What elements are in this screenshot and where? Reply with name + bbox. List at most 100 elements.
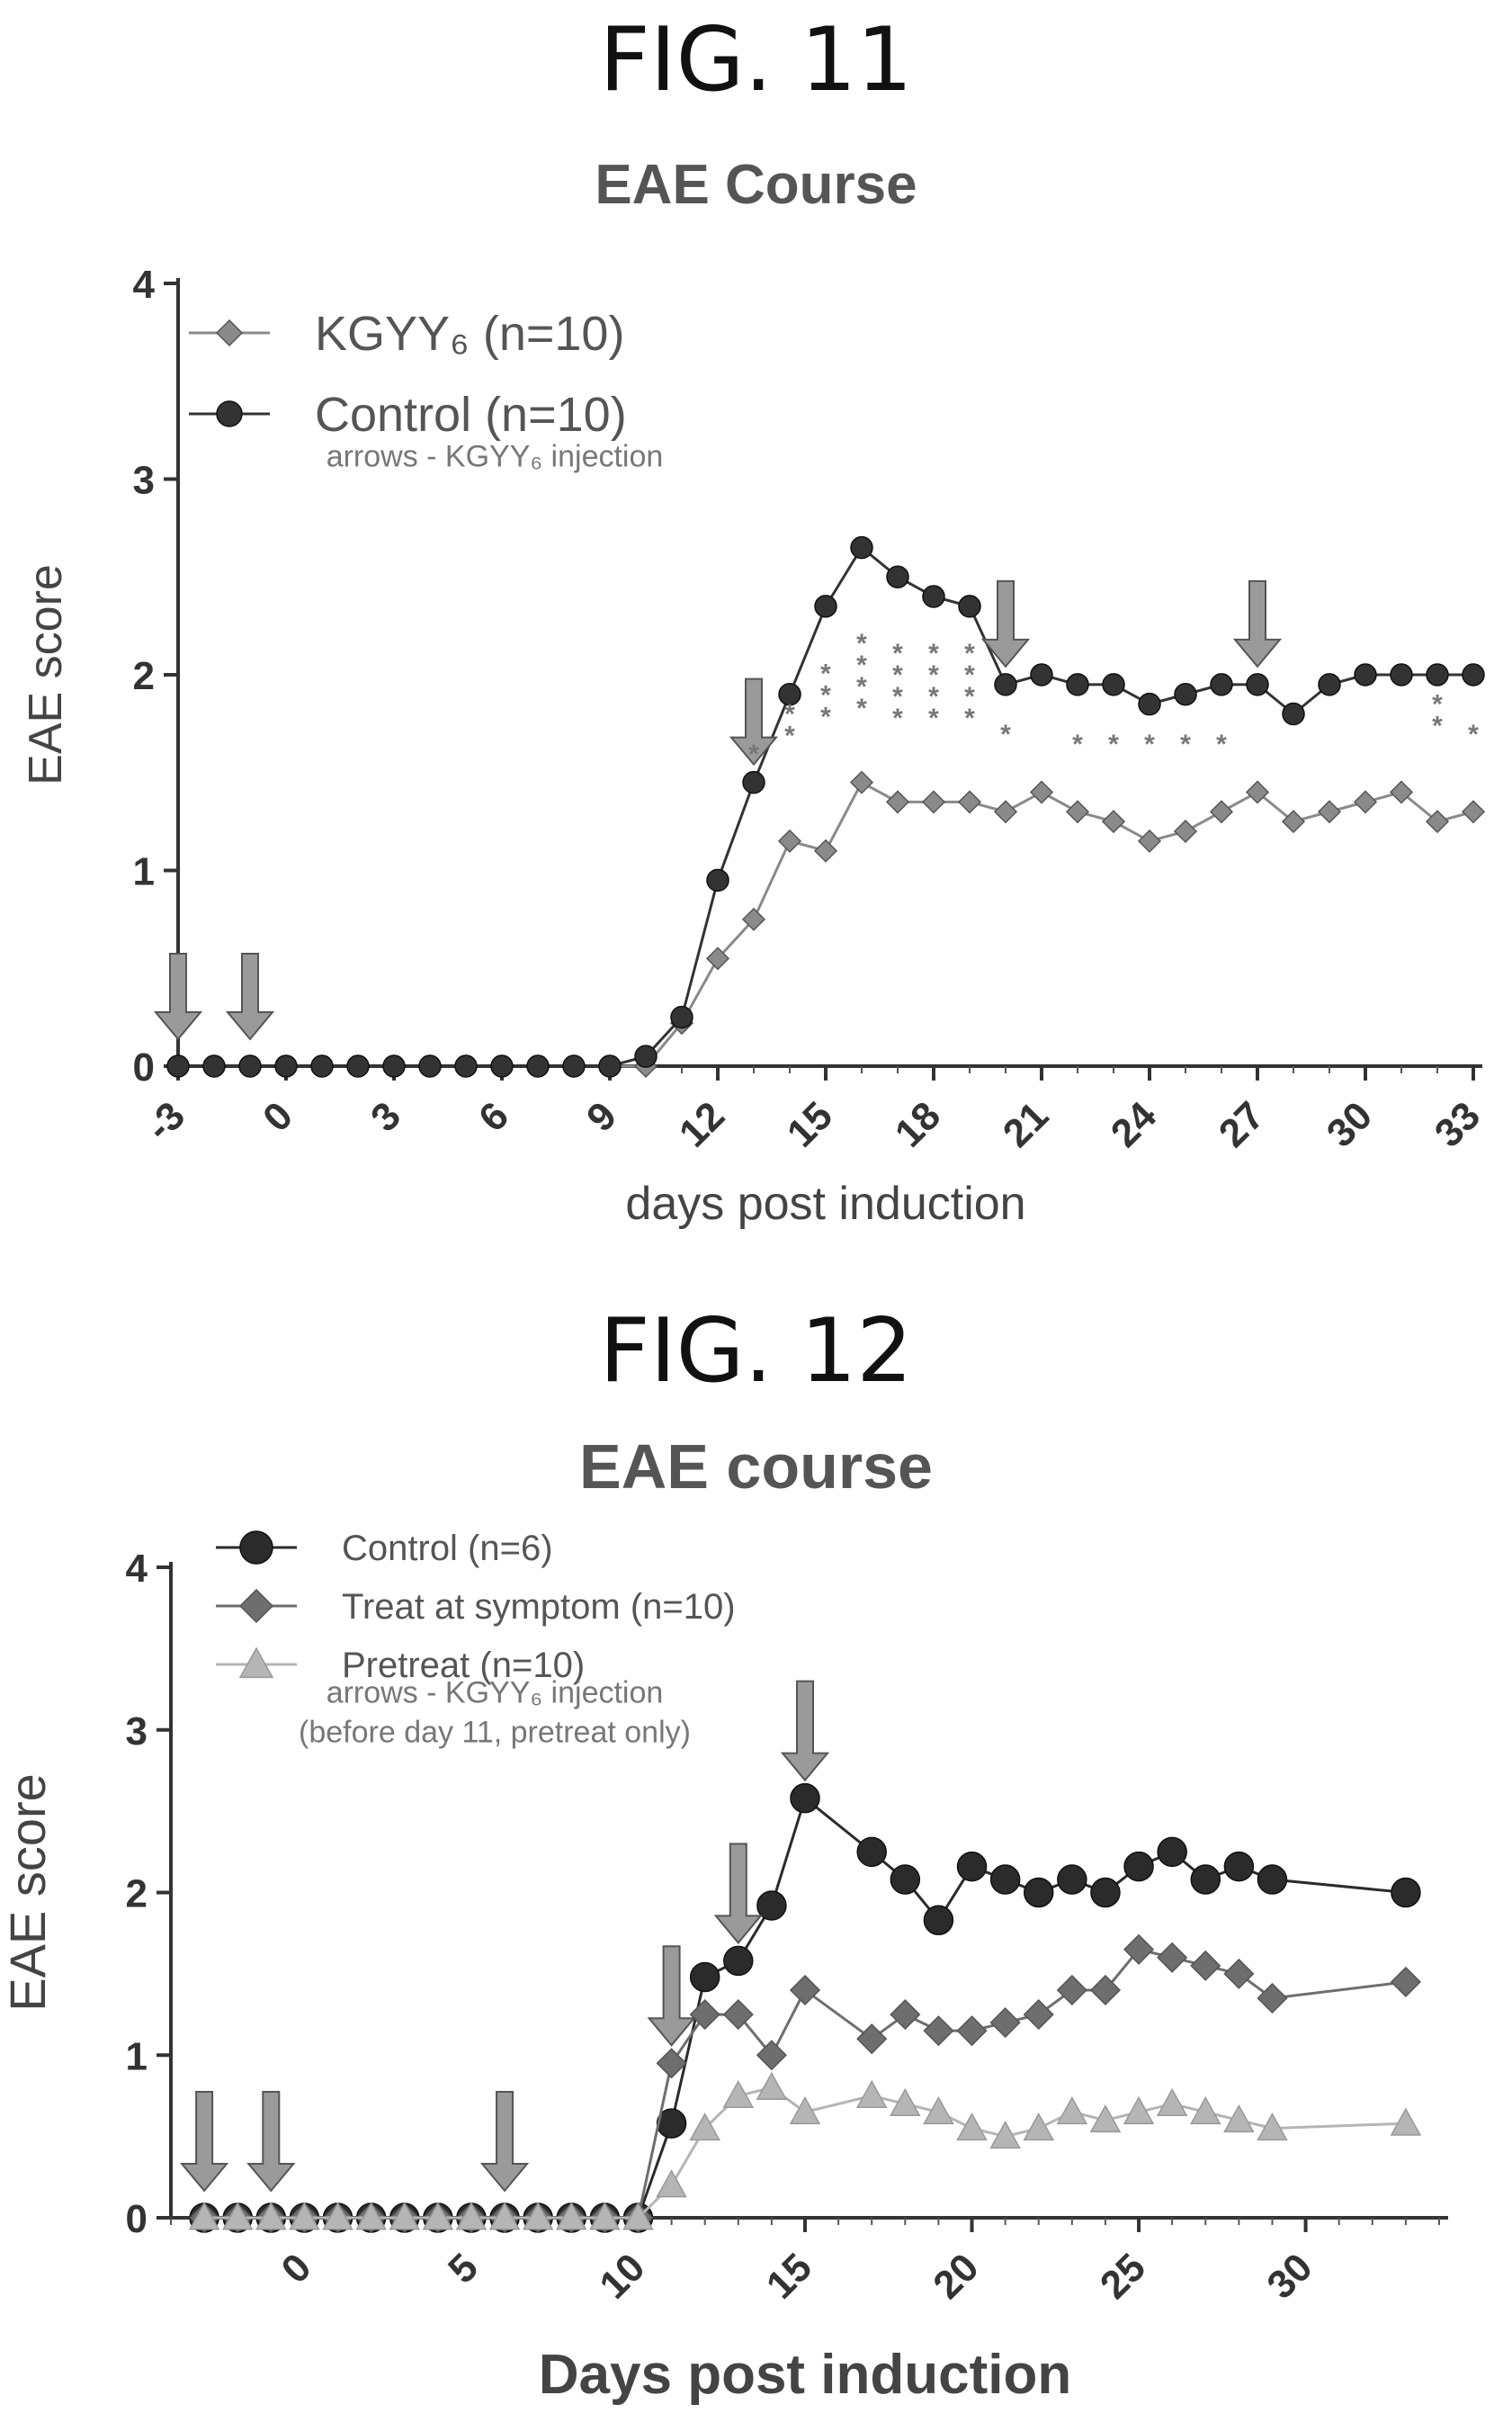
significance-mark-star: * [892,660,903,690]
significance-mark-star: * [820,659,831,689]
y-axis-label: EAE score [0,1773,56,2012]
data-point [923,2095,954,2125]
data-point [850,535,873,560]
data-point [689,2113,720,2141]
legend-label: Control (n=10) [315,388,627,442]
data-point [188,2202,220,2230]
significance-mark: * [1468,720,1479,749]
data-point [1101,810,1126,834]
x-tick-label: 15 [779,1093,841,1155]
data-point [923,2015,954,2047]
data-point [742,770,765,794]
data-point [454,1054,478,1078]
legend-marker [238,1588,274,1624]
data-point [1156,2087,1188,2117]
data-point [1461,800,1486,824]
data-point [756,2040,787,2071]
data-point [777,829,802,853]
y-tick-label: 1 [126,2034,148,2078]
x-tick-label: -3 [138,1093,193,1149]
data-point [670,1005,693,1029]
data-point [555,2202,587,2230]
data-point [689,1999,720,2031]
significance-mark-star: * [856,694,867,723]
data-point [1390,1966,1421,1997]
data-point [382,1054,406,1078]
significance-mark: * [1180,730,1191,759]
data-point [706,868,729,893]
significance-mark: * * * * [856,629,867,723]
data-point [1174,683,1197,706]
data-point [1425,810,1450,834]
legend-label: Treat at symptom (n=10) [342,1587,736,1627]
significance-mark-star: * [964,660,975,690]
injection-arrow [153,953,203,1041]
data-point [1023,2113,1055,2141]
chart-2-legend: Control (n=6) Treat at symptom (n=10) Pret… [216,1529,736,1749]
series-1 [166,770,1486,1079]
data-point [722,1999,754,2031]
data-point [956,1851,988,1882]
data-point [741,907,766,931]
significance-mark-star: * [784,721,795,750]
data-point [418,1054,442,1078]
data-point [1317,800,1342,824]
y-tick-label: 2 [126,1872,148,1916]
data-point [923,1905,954,1935]
data-point [756,1890,787,1921]
significance-mark-star: * [820,703,831,732]
significance-mark: * [1072,730,1083,759]
data-point [1090,1877,1121,1908]
significance-mark-star: * [856,629,867,659]
data-point [656,2108,687,2139]
injection-arrow [225,953,275,1041]
x-tick-label: 3 [362,1093,409,1140]
chart-2-title: EAE course [579,1431,933,1502]
data-point [1157,1942,1188,1973]
data-point [589,2202,621,2230]
data-point [1257,1982,1288,2014]
x-axis-label: days post induction [625,1178,1025,1230]
data-point [274,1054,298,1078]
data-point [1390,663,1413,686]
x-tick-label: 6 [470,1093,517,1140]
injection-arrow [713,1843,763,1944]
data-point [202,1054,226,1078]
data-point [922,585,945,608]
significance-mark: * * [784,699,795,750]
data-point [1089,2104,1122,2133]
data-point [1209,800,1234,824]
legend-marker [215,318,244,347]
data-point [346,1054,370,1078]
data-point [656,2048,687,2079]
data-point [1123,2095,1155,2125]
significance-mark-star: * [892,639,903,668]
data-point [1056,1974,1087,2006]
data-point [422,2202,454,2230]
significance-mark-star: * [820,681,831,711]
data-point [689,1961,720,1993]
y-tick-label: 2 [133,654,155,698]
data-point [1282,702,1305,726]
significance-mark: * [1108,730,1119,759]
data-point [1462,663,1485,686]
chart-1-legend: KGYY₆ (n=10) Control (n=10)arrows - KGYY₆… [189,307,663,474]
data-point [598,1054,622,1078]
chart-1-significance-marks: ** ** * ** * * ** * * ** * * ** * * ** * * * * ** * * [748,629,1479,769]
legend-marker [239,1530,273,1565]
significance-mark: * [1000,720,1011,749]
significance-mark-star: * [1216,730,1227,759]
series-line [178,545,1473,1068]
data-point [1318,673,1341,696]
series-1 [189,1782,1421,2233]
data-point [355,2202,387,2230]
injection-arrow [1232,579,1283,668]
data-point [1137,829,1162,853]
y-tick-label: 3 [126,1709,148,1754]
significance-mark: * * * [820,659,831,732]
data-point [255,2202,287,2230]
data-point [890,1864,921,1895]
significance-mark: * [1144,730,1155,759]
data-point [1190,1950,1221,1981]
data-point [956,2015,988,2047]
